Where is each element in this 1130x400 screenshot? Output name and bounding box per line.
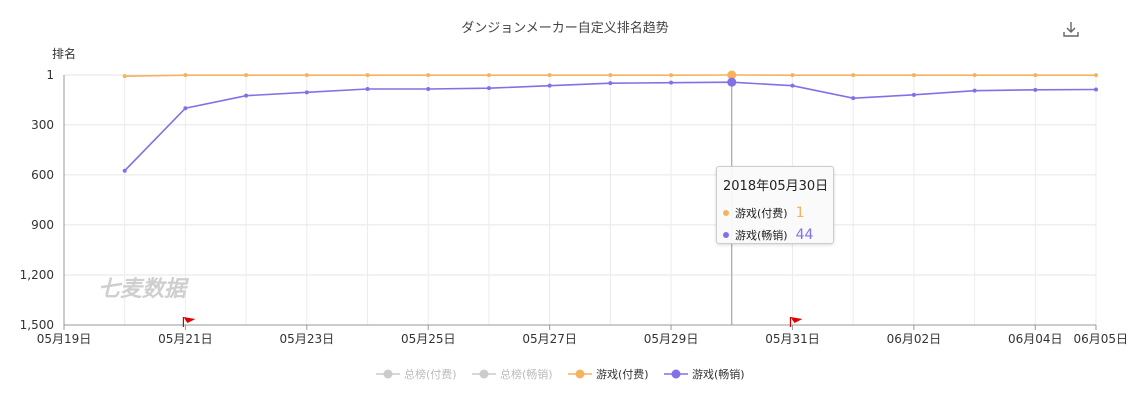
data-point[interactable] [365, 73, 370, 78]
data-point[interactable] [851, 73, 856, 78]
legend-item-label[interactable]: 游戏(畅销) [692, 367, 745, 381]
y-tick-label: 1,200 [20, 268, 54, 282]
data-point[interactable] [727, 70, 737, 80]
tooltip-value-grossing: 44 [795, 227, 814, 243]
x-tick-label: 05月27日 [522, 332, 577, 346]
data-point[interactable] [122, 168, 127, 173]
tooltip-label-grossing: 游戏(畅销) [735, 229, 788, 242]
tooltip-row-paid: 游戏(付费) 1 [723, 202, 833, 224]
data-point[interactable] [244, 93, 249, 98]
legend-item-label[interactable]: 游戏(付费) [596, 368, 649, 381]
tooltip-dot-grossing [723, 232, 729, 238]
data-point[interactable] [183, 106, 188, 111]
y-tick-label: 1,500 [20, 318, 54, 332]
legend-marker[interactable] [575, 369, 585, 379]
legend-item-label[interactable]: 总榜(畅销) [500, 367, 553, 381]
data-point[interactable] [669, 80, 674, 85]
legend-marker[interactable] [383, 369, 393, 379]
watermark-text: 七麦数据 [98, 277, 190, 302]
x-tick-label: 05月21日 [158, 332, 213, 346]
data-point[interactable] [304, 90, 309, 95]
legend-item-label[interactable]: 总榜(付费) [404, 367, 457, 381]
y-tick-label: 300 [31, 118, 54, 132]
legend-marker[interactable] [671, 369, 681, 379]
y-tick-label: 1 [46, 68, 54, 82]
data-point[interactable] [183, 73, 188, 78]
chart-tooltip: 2018年05月30日 游戏(付费) 1 游戏(畅销) 44 [716, 166, 834, 244]
data-point[interactable] [1033, 87, 1038, 92]
data-point[interactable] [727, 77, 737, 87]
data-point[interactable] [851, 96, 856, 101]
x-tick-label: 06月04日 [1008, 332, 1063, 346]
data-point[interactable] [972, 88, 977, 93]
data-point[interactable] [486, 73, 491, 78]
x-tick-label: 06月05日 [1073, 332, 1128, 346]
data-point[interactable] [911, 73, 916, 78]
tooltip-dot-paid [723, 210, 729, 216]
data-point[interactable] [426, 87, 431, 92]
data-point[interactable] [547, 83, 552, 88]
y-tick-label: 900 [31, 218, 54, 232]
data-point[interactable] [608, 81, 613, 86]
y-tick-label: 600 [31, 168, 54, 182]
data-point[interactable] [122, 74, 127, 79]
data-point[interactable] [790, 73, 795, 78]
chart-title: ダンジョンメーカー自定义排名趋势 [461, 20, 669, 36]
data-point[interactable] [486, 86, 491, 91]
x-tick-label: 06月02日 [887, 332, 942, 346]
x-tick-label: 05月25日 [401, 332, 456, 346]
data-point[interactable] [365, 87, 370, 92]
flag-marker-icon[interactable] [183, 317, 196, 323]
data-point[interactable] [1094, 73, 1098, 78]
download-icon[interactable] [1062, 20, 1080, 38]
data-point[interactable] [669, 73, 674, 78]
x-tick-label: 05月31日 [765, 332, 820, 346]
tooltip-label-paid: 游戏(付费) [735, 207, 788, 220]
data-point[interactable] [426, 73, 431, 78]
x-tick-label: 05月23日 [280, 332, 335, 346]
data-point[interactable] [1094, 87, 1098, 92]
data-point[interactable] [790, 83, 795, 88]
tooltip-value-paid: 1 [795, 205, 805, 221]
x-tick-label: 05月29日 [644, 332, 699, 346]
data-point[interactable] [1033, 73, 1038, 78]
data-point[interactable] [244, 73, 249, 78]
data-point[interactable] [304, 73, 309, 78]
y-axis-title: 排名 [52, 46, 76, 61]
data-point[interactable] [547, 73, 552, 78]
x-tick-label: 05月19日 [37, 332, 92, 346]
flag-marker-icon[interactable] [790, 317, 803, 323]
data-point[interactable] [972, 73, 977, 78]
data-point[interactable] [911, 92, 916, 97]
tooltip-row-grossing: 游戏(畅销) 44 [723, 224, 833, 246]
tooltip-title: 2018年05月30日 [723, 179, 829, 194]
legend-marker[interactable] [479, 369, 489, 379]
data-point[interactable] [608, 73, 613, 78]
